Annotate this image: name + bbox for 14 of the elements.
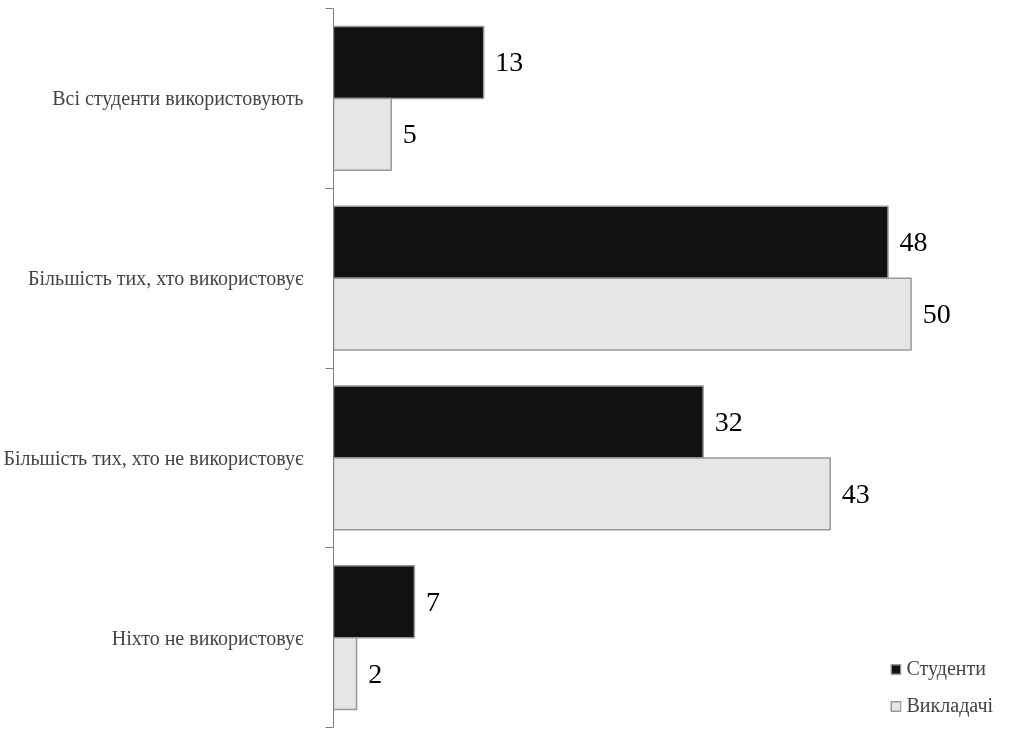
y-tick-label: Ніхто не використовує <box>111 626 304 650</box>
legend-label: Студенти <box>906 657 987 680</box>
data-label: 13 <box>495 46 524 78</box>
legend-label: Викладачі <box>906 694 993 717</box>
data-label: 5 <box>402 118 417 150</box>
y-tick-label: Більшість тих, хто не використовує <box>3 446 304 470</box>
y-tick-label: Більшість тих, хто використовує <box>27 267 304 291</box>
data-label: 7 <box>425 585 440 617</box>
data-label: 32 <box>714 405 743 437</box>
data-label: 2 <box>368 657 383 689</box>
data-label: 50 <box>922 298 951 330</box>
y-tick-label: Всі студенти використовують <box>52 87 304 111</box>
data-label: 48 <box>899 226 928 258</box>
data-label: 43 <box>841 477 870 509</box>
